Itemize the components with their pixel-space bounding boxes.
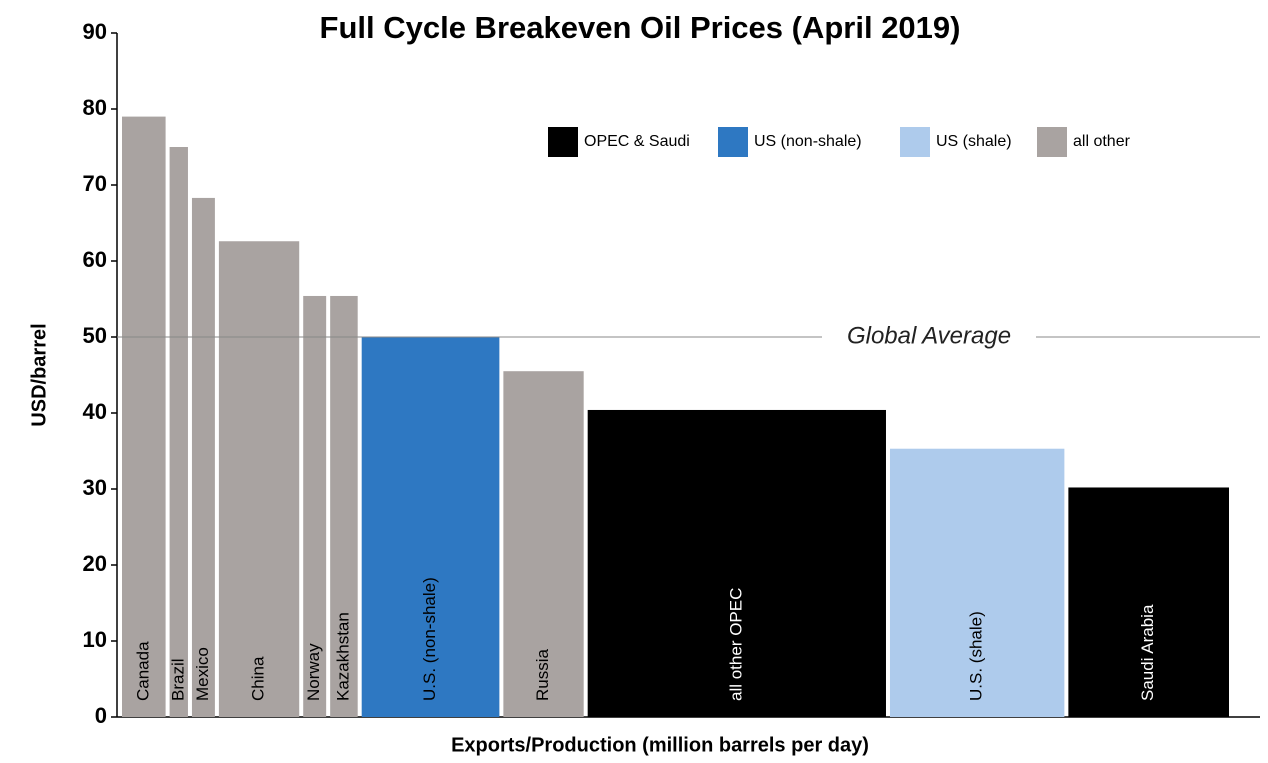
bar xyxy=(330,295,358,717)
y-tick-label: 70 xyxy=(83,171,107,196)
legend-label: OPEC & Saudi xyxy=(584,133,690,150)
y-tick-label: 50 xyxy=(83,323,107,348)
y-tick-label: 20 xyxy=(83,551,107,576)
chart-title: Full Cycle Breakeven Oil Prices (April 2… xyxy=(320,10,961,45)
reference-label-bg xyxy=(822,323,1036,351)
y-tick-label: 10 xyxy=(83,627,107,652)
bar xyxy=(361,337,500,717)
y-tick-label: 60 xyxy=(83,247,107,272)
bar xyxy=(1068,487,1229,717)
bar xyxy=(587,409,886,717)
y-tick-label: 0 xyxy=(95,703,107,728)
bar xyxy=(169,147,188,717)
legend-label: US (shale) xyxy=(936,133,1012,150)
y-tick-label: 80 xyxy=(83,95,107,120)
y-tick-label: 90 xyxy=(83,19,107,44)
bar-label: U.S. (non-shale) xyxy=(420,577,439,701)
bar xyxy=(191,197,215,718)
bar-label: Canada xyxy=(133,641,152,701)
bar-label: China xyxy=(249,656,268,701)
legend-swatch xyxy=(900,127,930,157)
bar-label: Mexico xyxy=(193,647,212,701)
bar-label: Brazil xyxy=(168,658,187,701)
bar xyxy=(889,448,1065,717)
x-axis-label: Exports/Production (million barrels per … xyxy=(451,734,869,756)
reference-label: Global Average xyxy=(847,322,1011,349)
bar xyxy=(503,371,584,717)
bar-label: Russia xyxy=(533,648,552,701)
legend-swatch xyxy=(1037,127,1067,157)
bar xyxy=(303,295,327,717)
bar-label: Norway xyxy=(304,643,323,701)
bar xyxy=(218,241,300,718)
bar-label: Kazakhstan xyxy=(333,612,352,701)
bar-label: U.S. (shale) xyxy=(967,611,986,701)
bar xyxy=(122,116,166,718)
y-tick-label: 30 xyxy=(83,475,107,500)
legend-swatch xyxy=(548,127,578,157)
legend-swatch xyxy=(718,127,748,157)
y-axis-label: USD/barrel xyxy=(28,323,50,426)
bar-label: Saudi Arabia xyxy=(1138,604,1157,701)
legend-label: all other xyxy=(1073,133,1131,150)
y-tick-label: 40 xyxy=(83,399,107,424)
legend-label: US (non-shale) xyxy=(754,133,862,150)
bar-label: all other OPEC xyxy=(726,588,745,701)
